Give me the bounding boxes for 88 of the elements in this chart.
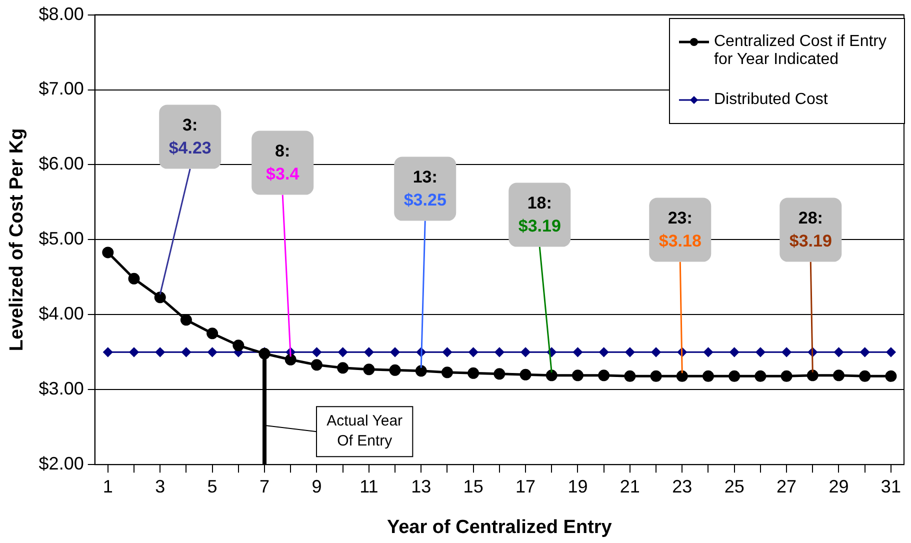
x-tick-label: 25 [724,476,744,496]
point [232,340,244,352]
point [859,370,871,382]
annotation: 18: $3.19 [518,193,561,236]
point [520,347,530,357]
y-tick-label: $6.00 [38,154,84,174]
x-tick-label: 29 [828,476,849,496]
annotation: 13: $3.25 [404,167,446,210]
y-tick-label: $4.00 [38,304,84,324]
point [468,347,478,357]
point [834,347,844,357]
x-tick-label: 1 [102,476,113,496]
point [180,314,192,326]
point [703,347,713,357]
point [520,368,532,380]
point [181,347,191,357]
x-tick-label: 15 [463,476,484,496]
x-tick-label: 9 [312,476,322,496]
x-tick-label: 31 [880,476,901,496]
x-tick-label: 11 [360,476,378,496]
point [129,347,139,357]
point [546,370,558,382]
point [572,347,582,357]
point [441,366,453,378]
legend-label: Distributed Cost [714,91,828,109]
x-tick-label: 3 [155,476,166,496]
point [728,370,740,382]
x-tick-label: 19 [568,476,588,496]
point [415,365,427,377]
point [625,347,635,357]
y-tick-label: $5.00 [38,228,84,249]
point [782,347,792,357]
point [206,328,218,340]
y-tick-label: $2.00 [38,454,84,474]
x-tick-label: 17 [516,476,536,496]
point [886,347,896,357]
point [390,347,400,357]
x-tick-label: 23 [672,476,692,496]
point [702,370,714,382]
point [155,347,165,357]
point [337,362,349,374]
point [310,359,322,371]
point [103,347,113,357]
point [284,354,296,366]
point [599,347,609,357]
point [338,347,348,357]
y-axis-title: Levelized of Cost Per Kg [6,128,28,352]
annotation: 3: $4.23 [168,115,212,158]
y-tick-label: $7.00 [38,78,84,99]
ref-line-label: Actual Year Of Entry [326,412,403,450]
x-tick-label: 7 [260,476,270,496]
point [154,292,166,304]
annotation: 23: $3.18 [658,208,702,250]
point [754,370,766,382]
point [468,367,480,379]
point [572,370,584,382]
x-axis-title: Year of Centralized Entry [386,516,612,538]
annotation: 28: $3.19 [789,208,832,250]
point [676,370,688,382]
annotation: 8: $3.4 [266,141,300,184]
x-tick-label: 21 [620,476,640,496]
legend-label: Centralized Cost if Entry for Year Indicated [714,33,888,69]
x-tick-label: 27 [776,476,797,496]
point [885,370,897,382]
point [208,347,218,357]
point [364,347,374,357]
y-tick-label: $3.00 [38,378,84,399]
x-tick-label: 5 [207,476,218,496]
point [860,347,870,357]
point [494,347,504,357]
point [832,370,844,382]
point [756,347,766,357]
point [806,370,818,382]
point [624,370,636,382]
point [651,347,661,357]
point [442,347,452,357]
x-tick-label: 13 [411,476,432,496]
point [389,364,401,376]
point [363,364,375,376]
point [128,272,140,284]
point [780,370,792,382]
point [598,370,610,382]
point [730,347,740,357]
point [494,368,506,380]
y-tick-label: $8.00 [38,4,84,24]
point [312,347,322,357]
point [102,246,114,258]
point [650,370,662,382]
